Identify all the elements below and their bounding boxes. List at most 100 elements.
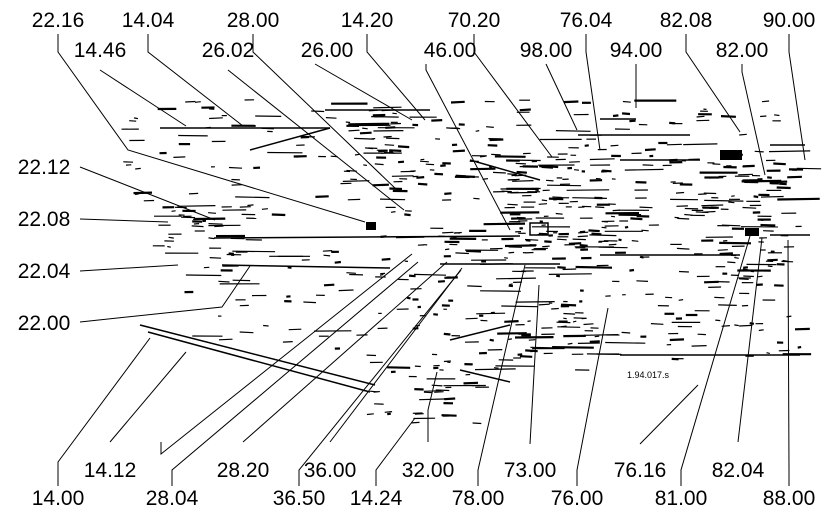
mark-dash [739, 324, 753, 327]
mark-dash [129, 120, 137, 122]
mark-dash [404, 213, 411, 217]
mark-stroke [459, 369, 511, 383]
mark-dash [717, 249, 728, 251]
mark-dash [530, 346, 553, 349]
mark-dash [742, 164, 755, 168]
mark-dash [209, 257, 222, 259]
mark-dash [501, 305, 538, 308]
mark-dash [473, 197, 480, 200]
mark-dash [348, 129, 360, 132]
callout-label: 14.20 [341, 9, 394, 32]
callout-label: 22.00 [18, 312, 71, 335]
leader-line [477, 264, 526, 486]
mark-dash [760, 115, 767, 118]
mark-dash [489, 338, 495, 342]
mark-dash [311, 110, 325, 113]
mark-dash [758, 329, 764, 332]
leader-line [252, 34, 398, 191]
mark-dash [538, 203, 548, 205]
mark-dash [704, 199, 744, 202]
mark-dash [434, 391, 444, 393]
mark-dash [575, 265, 613, 269]
mark-dash [472, 422, 482, 425]
mark-dash [572, 238, 586, 241]
mark-dash [208, 237, 215, 240]
mark-dash [542, 245, 550, 248]
mark-dash [753, 195, 759, 199]
mark-dash [546, 184, 582, 187]
mark-dash [384, 411, 393, 413]
callout-label: 14.12 [84, 459, 137, 482]
mark-dash [527, 320, 531, 322]
mark-dash [489, 138, 504, 142]
callout-label: 22.16 [32, 9, 85, 32]
leader-line [171, 261, 419, 486]
mark-dash [466, 249, 482, 253]
mark-stroke [221, 264, 391, 269]
mark-dash [678, 270, 689, 273]
mark-dash [766, 352, 770, 354]
mark-dash [773, 162, 786, 166]
mark-dash [622, 100, 631, 103]
mark-dash [214, 225, 224, 228]
mark-dash [507, 203, 518, 206]
mark-dash [718, 304, 737, 306]
mark-dash [455, 252, 469, 255]
mark-dash [719, 252, 733, 256]
mark-dash [383, 151, 396, 154]
mark-dash [555, 212, 563, 215]
callout-label: 14.24 [350, 487, 403, 510]
callout-label: 82.08 [660, 9, 713, 32]
leader-line [227, 69, 405, 211]
leader-line [57, 337, 151, 486]
mark-dash [761, 100, 770, 103]
leader-lines [57, 34, 806, 486]
mark-dash [433, 313, 439, 316]
mark-dash [374, 163, 384, 166]
mark-dash [475, 130, 480, 132]
mark-dash [504, 257, 508, 259]
mark-dash [519, 108, 531, 112]
mark-dash [323, 283, 335, 287]
callout-label: 28.00 [227, 9, 280, 32]
mark-dash [365, 147, 374, 150]
callout-label: 14.46 [74, 39, 127, 62]
mark-dash [631, 240, 639, 242]
callout-label: 22.12 [18, 156, 71, 179]
mark-dash [584, 144, 589, 147]
mark-dash [181, 216, 196, 219]
callout-label: 46.00 [424, 39, 477, 62]
mark-dash [480, 290, 521, 292]
mark-dash [492, 171, 506, 174]
mark-dash [796, 167, 822, 170]
mark-dash [470, 167, 496, 171]
mark-dash [760, 195, 784, 198]
mark-dash [177, 205, 216, 207]
mark-dash [557, 326, 581, 328]
mark-dash [767, 176, 772, 179]
mark-box [745, 228, 759, 236]
leader-line [375, 417, 416, 486]
mark-dash [392, 112, 397, 115]
mark-dash [381, 257, 391, 261]
mark-dash [315, 195, 329, 198]
mark-dash [739, 133, 747, 136]
mark-dash [683, 143, 718, 146]
mark-dash [239, 331, 254, 334]
mark-dash [721, 224, 741, 227]
mark-dash [208, 212, 217, 214]
mark-dash [406, 296, 411, 300]
mark-dash [777, 197, 820, 201]
mark-dash [173, 156, 186, 158]
callout-label: 70.20 [448, 9, 501, 32]
figure-code: 1.94.017.s [627, 370, 670, 380]
mark-dash [741, 179, 782, 183]
mark-dash [519, 355, 533, 358]
mark-dash [548, 273, 592, 275]
mark-dash [612, 114, 619, 118]
callout-label: 36.00 [304, 459, 357, 482]
mark-dash [727, 261, 736, 264]
callout-label: 73.00 [504, 459, 557, 482]
mark-dash [516, 170, 527, 174]
